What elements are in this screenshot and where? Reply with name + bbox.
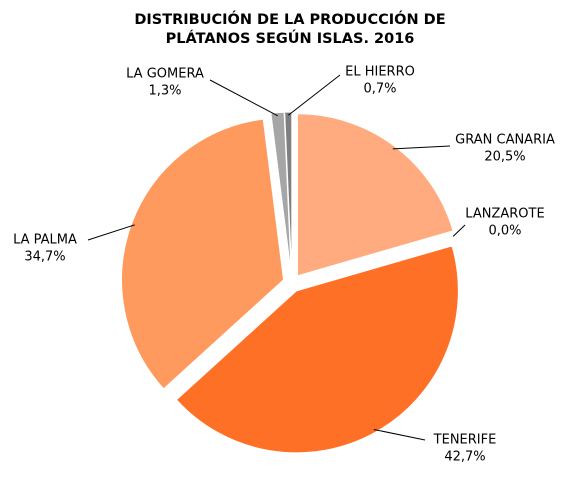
data-label-name: TENERIFE <box>433 433 497 448</box>
leader-line <box>452 224 466 237</box>
data-label-value: 42,7% <box>444 450 485 465</box>
data-label-name: EL HIERRO <box>345 65 415 80</box>
pie-slice <box>296 113 454 277</box>
data-label-name: LANZAROTE <box>465 207 544 222</box>
leader-line <box>209 79 279 117</box>
pie-slice <box>121 118 285 390</box>
data-label-name: GRAN CANARIA <box>455 133 555 148</box>
leader-line <box>392 145 451 150</box>
chart-title: PLÁTANOS SEGÚN ISLAS. 2016 <box>166 29 415 47</box>
data-label-name: LA PALMA <box>13 233 77 248</box>
data-label-value: 1,3% <box>148 84 181 99</box>
pie-slice <box>270 111 292 275</box>
data-label-value: 20,5% <box>484 150 525 165</box>
leader-line <box>373 428 426 441</box>
data-label-value: 0,0% <box>488 224 521 239</box>
data-label-name: LA GOMERA <box>126 67 204 82</box>
data-label-value: 0,7% <box>363 82 396 97</box>
pie-slice <box>175 245 459 454</box>
chart-title: DISTRIBUCIÓN DE LA PRODUCCIÓN DE <box>134 10 445 28</box>
leader-line <box>87 224 135 241</box>
data-label-value: 34,7% <box>24 250 65 265</box>
leader-line <box>288 74 341 116</box>
